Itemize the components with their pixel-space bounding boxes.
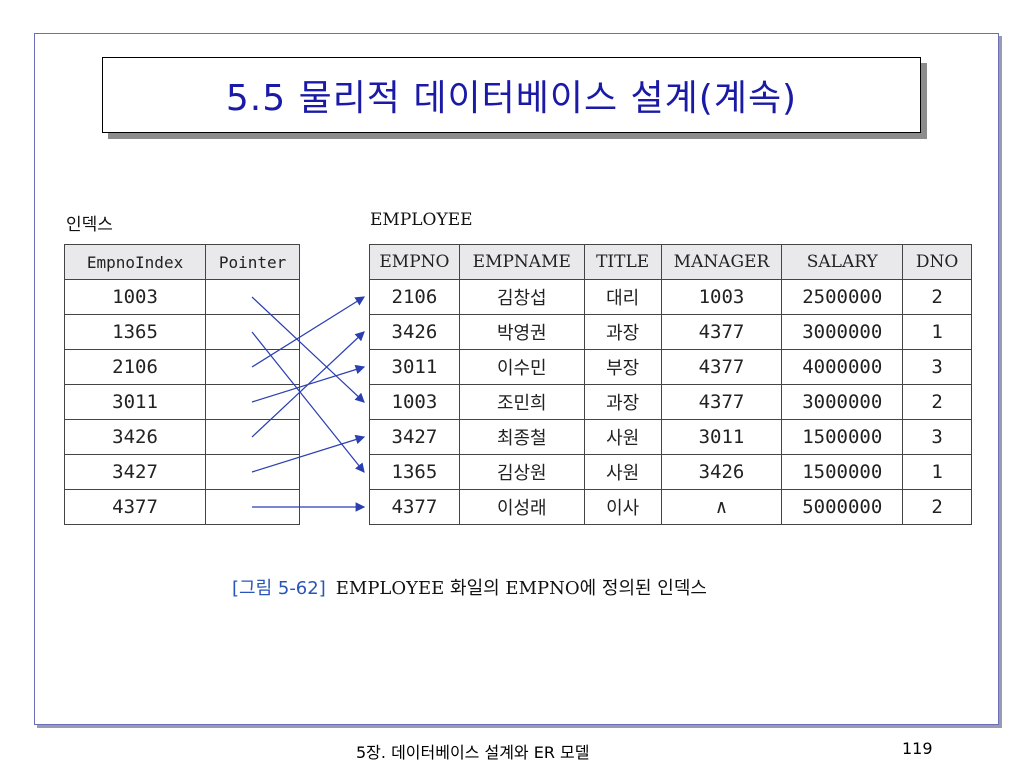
employee-row: 3011 이수민 부장 4377 4000000 3	[369, 349, 972, 385]
index-header-pointer: Pointer	[205, 244, 300, 280]
emp-manager: 4377	[660, 384, 783, 420]
emp-manager: 3426	[660, 454, 783, 490]
emp-empno: 3011	[369, 349, 460, 385]
emp-salary: 3000000	[781, 314, 904, 350]
emp-empno: 4377	[369, 489, 460, 525]
pointer-arrow	[251, 331, 365, 438]
emp-title: 이사	[583, 489, 662, 525]
emp-empno: 2106	[369, 279, 460, 315]
index-table: EmpnoIndex Pointer 1003 1365 2106 3011 3…	[63, 244, 300, 525]
employee-row: 3426 박영권 과장 4377 3000000 1	[369, 314, 972, 350]
emp-dno: 2	[902, 489, 972, 525]
pointer-arrow	[251, 296, 365, 403]
emp-header-empno: EMPNO	[369, 244, 460, 280]
emp-dno: 1	[902, 454, 972, 490]
emp-title: 대리	[583, 279, 662, 315]
index-key: 4377	[63, 489, 207, 525]
emp-manager: ∧	[660, 489, 783, 525]
emp-empno: 3427	[369, 419, 460, 455]
emp-header-dno: DNO	[902, 244, 972, 280]
emp-title: 과장	[583, 384, 662, 420]
index-key: 2106	[63, 349, 207, 385]
employee-table: EMPNO EMPNAME TITLE MANAGER SALARY DNO 2…	[369, 244, 972, 525]
emp-header-salary: SALARY	[781, 244, 904, 280]
figure-caption: [그림 5-62] EMPLOYEE 화일의 EMPNO에 정의된 인덱스	[232, 574, 707, 600]
index-row: 1003	[63, 279, 300, 315]
index-key: 3427	[63, 454, 207, 490]
emp-dno: 2	[902, 384, 972, 420]
emp-manager: 4377	[660, 349, 783, 385]
index-label: 인덱스	[66, 215, 113, 235]
emp-dno: 3	[902, 419, 972, 455]
emp-salary: 5000000	[781, 489, 904, 525]
emp-empno: 1003	[369, 384, 460, 420]
employee-row: 3427 최종철 사원 3011 1500000 3	[369, 419, 972, 455]
emp-header-manager: MANAGER	[660, 244, 783, 280]
index-row: 4377	[63, 489, 300, 525]
caption-text: EMPLOYEE 화일의 EMPNO에 정의된 인덱스	[335, 578, 707, 599]
page-number: 119	[902, 739, 933, 758]
pointer-arrow	[251, 434, 366, 473]
emp-salary: 1500000	[781, 454, 904, 490]
emp-header-title: TITLE	[583, 244, 662, 280]
emp-dno: 3	[902, 349, 972, 385]
emp-name: 김상원	[458, 454, 585, 490]
emp-salary: 3000000	[781, 384, 904, 420]
slide-title: 5.5 물리적 데이터베이스 설계(계속)	[225, 78, 798, 119]
caption-figure-number: [그림 5-62]	[232, 578, 326, 599]
emp-name: 박영권	[458, 314, 585, 350]
employee-label: EMPLOYEE	[370, 210, 473, 230]
employee-row: 2106 김창섭 대리 1003 2500000 2	[369, 279, 972, 315]
emp-manager: 4377	[660, 314, 783, 350]
title-box: 5.5 물리적 데이터베이스 설계(계속)	[102, 57, 921, 133]
index-key: 1365	[63, 314, 207, 350]
index-key: 3426	[63, 419, 207, 455]
emp-empno: 3426	[369, 314, 460, 350]
emp-manager: 1003	[660, 279, 783, 315]
employee-row: 1003 조민희 과장 4377 3000000 2	[369, 384, 972, 420]
emp-name: 이수민	[458, 349, 585, 385]
emp-title: 사원	[583, 454, 662, 490]
emp-title: 부장	[583, 349, 662, 385]
emp-dno: 1	[902, 314, 972, 350]
emp-header-empname: EMPNAME	[458, 244, 585, 280]
index-key: 1003	[63, 279, 207, 315]
pointer-arrow	[251, 331, 365, 473]
footer-chapter: 5장. 데이터베이스 설계와 ER 모델	[356, 743, 590, 762]
index-row: 2106	[63, 349, 300, 385]
emp-title: 과장	[583, 314, 662, 350]
employee-row: 4377 이성래 이사 ∧ 5000000 2	[369, 489, 972, 525]
pointer-arrow	[251, 296, 366, 368]
index-row: 3011	[63, 384, 300, 420]
emp-manager: 3011	[660, 419, 783, 455]
index-header-empnoindex: EmpnoIndex	[63, 244, 207, 280]
emp-name: 이성래	[458, 489, 585, 525]
emp-name: 김창섭	[458, 279, 585, 315]
employee-row: 1365 김상원 사원 3426 1500000 1	[369, 454, 972, 490]
